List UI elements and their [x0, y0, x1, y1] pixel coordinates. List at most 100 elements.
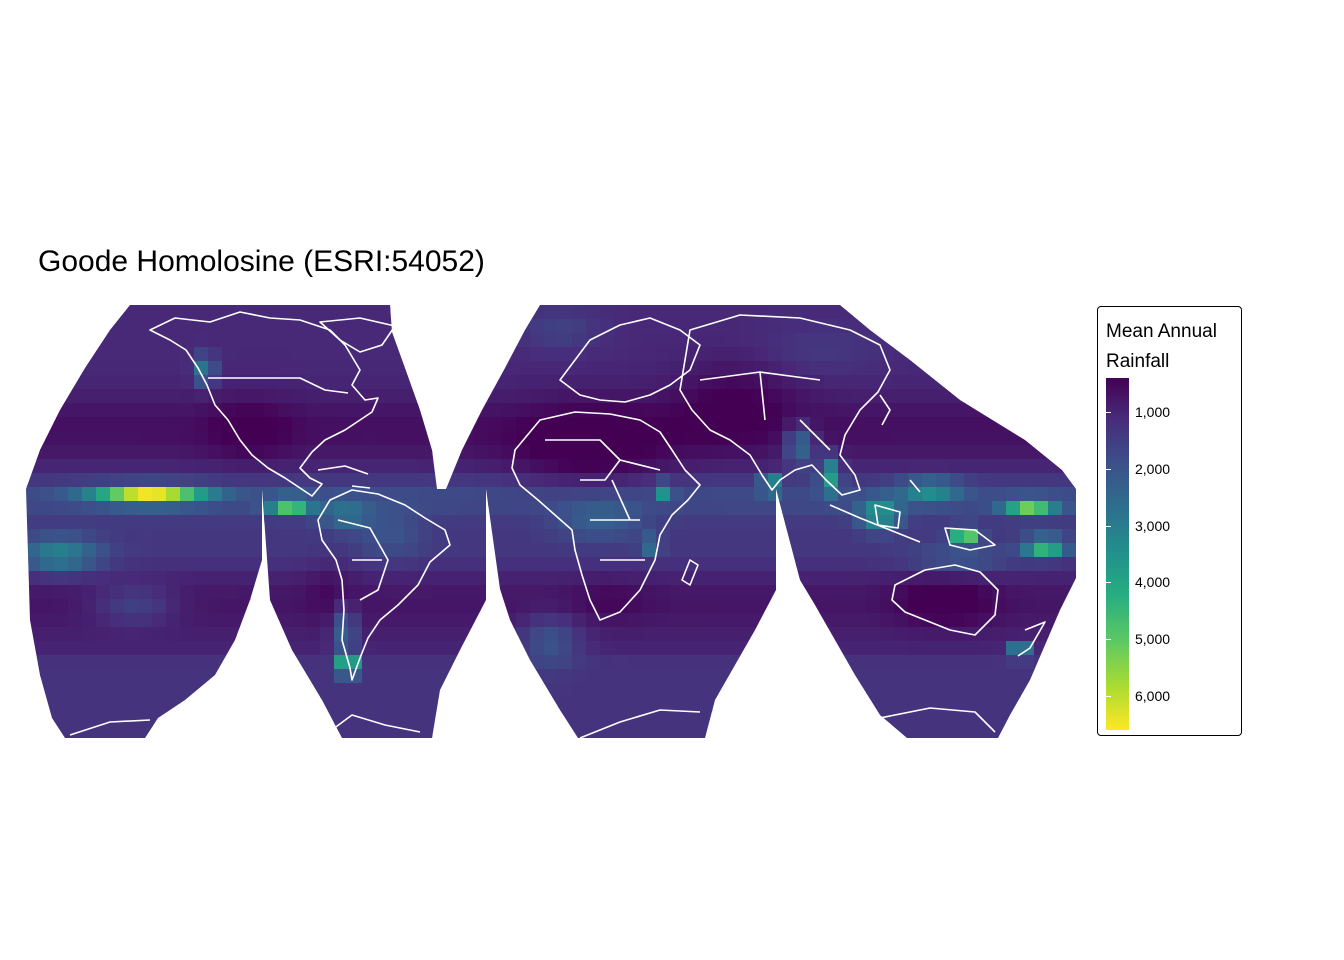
raster-cell [516, 403, 531, 418]
raster-cell [866, 403, 881, 418]
raster-cell [278, 431, 293, 446]
raster-cell [754, 725, 769, 738]
raster-cell [740, 487, 755, 502]
raster-cell [936, 557, 951, 572]
raster-cell [530, 529, 545, 544]
raster-cell [40, 725, 55, 738]
raster-cell [250, 599, 265, 614]
raster-cell [390, 515, 405, 530]
raster-cell [208, 711, 223, 726]
raster-cell [1006, 347, 1021, 362]
raster-cell [768, 473, 783, 488]
raster-cell [614, 613, 629, 628]
raster-cell [1020, 613, 1035, 628]
raster-cell [54, 459, 69, 474]
new-guinea-outline [944, 527, 996, 551]
raster-cell [908, 613, 923, 628]
raster-cell [894, 669, 909, 684]
raster-cell [922, 501, 937, 516]
raster-cell [208, 417, 223, 432]
raster-cell [208, 669, 223, 684]
raster-cell [432, 599, 447, 614]
raster-cell [54, 431, 69, 446]
raster-cell [544, 361, 559, 376]
raster-cell [96, 515, 111, 530]
raster-cell [894, 627, 909, 642]
raster-cell [208, 655, 223, 670]
raster-cell [390, 543, 405, 558]
raster-cell [166, 627, 181, 642]
raster-cell [390, 473, 405, 488]
raster-cell [936, 459, 951, 474]
raster-cell [26, 487, 41, 502]
raster-cell [110, 501, 125, 516]
raster-cell [1048, 305, 1063, 320]
raster-cell [796, 529, 811, 544]
raster-cell [572, 571, 587, 586]
raster-cell [320, 585, 335, 600]
raster-cell [922, 319, 937, 334]
raster-cell [460, 305, 475, 320]
raster-cell [656, 389, 671, 404]
raster-cell [1062, 711, 1076, 726]
raster-cell [1062, 669, 1076, 684]
raster-cell [516, 389, 531, 404]
raster-cell [838, 501, 853, 516]
raster-cell [936, 725, 951, 738]
raster-cell [782, 473, 797, 488]
raster-cell [530, 571, 545, 586]
raster-cell [572, 333, 587, 348]
raster-cell [782, 585, 797, 600]
raster-cell [782, 697, 797, 712]
raster-cell [712, 361, 727, 376]
raster-cell [726, 319, 741, 334]
raster-cell [264, 445, 279, 460]
raster-cell [194, 641, 209, 656]
raster-cell [894, 361, 909, 376]
raster-cell [740, 375, 755, 390]
raster-cell [488, 711, 503, 726]
raster-cell [166, 473, 181, 488]
raster-cell [908, 697, 923, 712]
raster-cell [236, 599, 251, 614]
raster-cell [152, 529, 167, 544]
raster-cell [1034, 641, 1049, 656]
raster-cell [810, 501, 825, 516]
raster-cell [894, 389, 909, 404]
raster-cell [1034, 557, 1049, 572]
raster-cell [1076, 459, 1080, 474]
raster-cell [992, 459, 1007, 474]
raster-cell [838, 613, 853, 628]
raster-cell [698, 445, 713, 460]
raster-cell [1006, 613, 1021, 628]
raster-cell [124, 417, 139, 432]
raster-cell [40, 333, 55, 348]
raster-cell [194, 655, 209, 670]
raster-cell [1062, 501, 1076, 516]
raster-cell [1076, 711, 1080, 726]
raster-cell [348, 431, 363, 446]
raster-cell [950, 515, 965, 530]
raster-cell [1034, 711, 1049, 726]
raster-cell [418, 375, 433, 390]
raster-cell [460, 641, 475, 656]
raster-cell [824, 333, 839, 348]
raster-cell [768, 375, 783, 390]
raster-cell [376, 669, 391, 684]
raster-cell [460, 655, 475, 670]
raster-cell [460, 319, 475, 334]
raster-cell [880, 613, 895, 628]
raster-cell [978, 627, 993, 642]
raster-cell [502, 487, 517, 502]
raster-cell [894, 655, 909, 670]
raster-cell [180, 375, 195, 390]
raster-cell [586, 361, 601, 376]
raster-cell [894, 641, 909, 656]
raster-cell [40, 655, 55, 670]
raster-cell [138, 515, 153, 530]
raster-cell [558, 515, 573, 530]
raster-cell [40, 417, 55, 432]
raster-cell [474, 487, 489, 502]
raster-cell [40, 403, 55, 418]
raster-cell [544, 333, 559, 348]
